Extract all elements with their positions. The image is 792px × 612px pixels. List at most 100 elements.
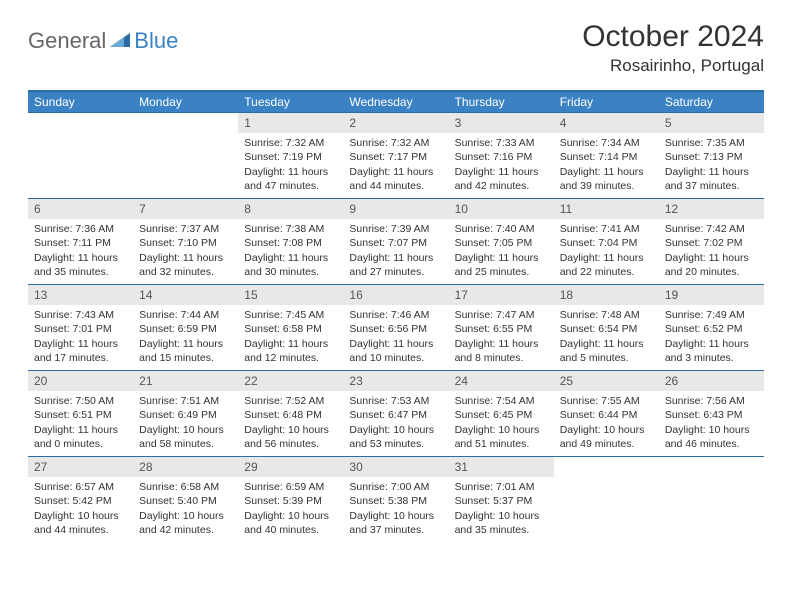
daylight-text: Daylight: 11 hours and 15 minutes. [139, 337, 232, 365]
day-number: 24 [449, 371, 554, 391]
logo-text-general: General [28, 28, 106, 54]
sunset-text: Sunset: 7:05 PM [455, 236, 548, 250]
sunset-text: Sunset: 7:07 PM [349, 236, 442, 250]
sunset-text: Sunset: 6:43 PM [665, 408, 758, 422]
day-content: Sunrise: 7:37 AMSunset: 7:10 PMDaylight:… [133, 219, 238, 283]
calendar-row: 1Sunrise: 7:32 AMSunset: 7:19 PMDaylight… [28, 113, 764, 199]
day-content: Sunrise: 7:48 AMSunset: 6:54 PMDaylight:… [554, 305, 659, 369]
sunrise-text: Sunrise: 7:32 AM [349, 136, 442, 150]
daylight-text: Daylight: 11 hours and 5 minutes. [560, 337, 653, 365]
daylight-text: Daylight: 10 hours and 44 minutes. [34, 509, 127, 537]
day-content: Sunrise: 7:32 AMSunset: 7:19 PMDaylight:… [238, 133, 343, 197]
day-number: 10 [449, 199, 554, 219]
calendar-cell: 1Sunrise: 7:32 AMSunset: 7:19 PMDaylight… [238, 113, 343, 199]
sunrise-text: Sunrise: 6:57 AM [34, 480, 127, 494]
day-content: Sunrise: 6:57 AMSunset: 5:42 PMDaylight:… [28, 477, 133, 541]
weekday-header: Monday [133, 91, 238, 113]
daylight-text: Daylight: 10 hours and 40 minutes. [244, 509, 337, 537]
day-content: Sunrise: 7:49 AMSunset: 6:52 PMDaylight:… [659, 305, 764, 369]
day-content: Sunrise: 7:01 AMSunset: 5:37 PMDaylight:… [449, 477, 554, 541]
day-number: 20 [28, 371, 133, 391]
weekday-header: Tuesday [238, 91, 343, 113]
day-number: 8 [238, 199, 343, 219]
daylight-text: Daylight: 11 hours and 20 minutes. [665, 251, 758, 279]
day-number: 3 [449, 113, 554, 133]
sunrise-text: Sunrise: 7:44 AM [139, 308, 232, 322]
sunrise-text: Sunrise: 7:37 AM [139, 222, 232, 236]
sunset-text: Sunset: 7:01 PM [34, 322, 127, 336]
day-number: 15 [238, 285, 343, 305]
location: Rosairinho, Portugal [582, 56, 764, 76]
sunset-text: Sunset: 7:13 PM [665, 150, 758, 164]
day-number: 17 [449, 285, 554, 305]
sunrise-text: Sunrise: 7:52 AM [244, 394, 337, 408]
day-content: Sunrise: 7:47 AMSunset: 6:55 PMDaylight:… [449, 305, 554, 369]
day-number: 23 [343, 371, 448, 391]
sunset-text: Sunset: 6:48 PM [244, 408, 337, 422]
sunset-text: Sunset: 6:51 PM [34, 408, 127, 422]
calendar-cell: 9Sunrise: 7:39 AMSunset: 7:07 PMDaylight… [343, 199, 448, 285]
sunset-text: Sunset: 5:39 PM [244, 494, 337, 508]
calendar-cell: 31Sunrise: 7:01 AMSunset: 5:37 PMDayligh… [449, 457, 554, 543]
calendar-cell: 18Sunrise: 7:48 AMSunset: 6:54 PMDayligh… [554, 285, 659, 371]
calendar-cell: 15Sunrise: 7:45 AMSunset: 6:58 PMDayligh… [238, 285, 343, 371]
sunset-text: Sunset: 7:17 PM [349, 150, 442, 164]
day-content: Sunrise: 7:42 AMSunset: 7:02 PMDaylight:… [659, 219, 764, 283]
day-number: 1 [238, 113, 343, 133]
day-number: 25 [554, 371, 659, 391]
calendar-cell: 11Sunrise: 7:41 AMSunset: 7:04 PMDayligh… [554, 199, 659, 285]
day-content: Sunrise: 7:52 AMSunset: 6:48 PMDaylight:… [238, 391, 343, 455]
daylight-text: Daylight: 10 hours and 56 minutes. [244, 423, 337, 451]
sunrise-text: Sunrise: 7:54 AM [455, 394, 548, 408]
calendar-row: 6Sunrise: 7:36 AMSunset: 7:11 PMDaylight… [28, 199, 764, 285]
daylight-text: Daylight: 11 hours and 25 minutes. [455, 251, 548, 279]
day-number: 30 [343, 457, 448, 477]
sunrise-text: Sunrise: 7:39 AM [349, 222, 442, 236]
calendar-table: SundayMondayTuesdayWednesdayThursdayFrid… [28, 90, 764, 543]
day-number: 14 [133, 285, 238, 305]
calendar-body: 1Sunrise: 7:32 AMSunset: 7:19 PMDaylight… [28, 113, 764, 543]
weekday-header-row: SundayMondayTuesdayWednesdayThursdayFrid… [28, 91, 764, 113]
day-number: 21 [133, 371, 238, 391]
daylight-text: Daylight: 10 hours and 37 minutes. [349, 509, 442, 537]
calendar-cell: 12Sunrise: 7:42 AMSunset: 7:02 PMDayligh… [659, 199, 764, 285]
day-content: Sunrise: 7:51 AMSunset: 6:49 PMDaylight:… [133, 391, 238, 455]
sunrise-text: Sunrise: 7:40 AM [455, 222, 548, 236]
day-number: 7 [133, 199, 238, 219]
sunrise-text: Sunrise: 7:46 AM [349, 308, 442, 322]
day-number: 6 [28, 199, 133, 219]
daylight-text: Daylight: 11 hours and 0 minutes. [34, 423, 127, 451]
sunrise-text: Sunrise: 7:32 AM [244, 136, 337, 150]
calendar-cell: 7Sunrise: 7:37 AMSunset: 7:10 PMDaylight… [133, 199, 238, 285]
title-block: October 2024 Rosairinho, Portugal [582, 20, 764, 76]
calendar-cell: 3Sunrise: 7:33 AMSunset: 7:16 PMDaylight… [449, 113, 554, 199]
sunrise-text: Sunrise: 7:01 AM [455, 480, 548, 494]
calendar-cell: 26Sunrise: 7:56 AMSunset: 6:43 PMDayligh… [659, 371, 764, 457]
logo: General Blue [28, 20, 178, 54]
sunset-text: Sunset: 7:10 PM [139, 236, 232, 250]
day-number: 22 [238, 371, 343, 391]
sunrise-text: Sunrise: 7:35 AM [665, 136, 758, 150]
sunrise-text: Sunrise: 7:51 AM [139, 394, 232, 408]
day-content: Sunrise: 7:44 AMSunset: 6:59 PMDaylight:… [133, 305, 238, 369]
calendar-cell: 5Sunrise: 7:35 AMSunset: 7:13 PMDaylight… [659, 113, 764, 199]
calendar-cell: 2Sunrise: 7:32 AMSunset: 7:17 PMDaylight… [343, 113, 448, 199]
calendar-cell: 30Sunrise: 7:00 AMSunset: 5:38 PMDayligh… [343, 457, 448, 543]
calendar-cell [554, 457, 659, 543]
calendar-cell: 14Sunrise: 7:44 AMSunset: 6:59 PMDayligh… [133, 285, 238, 371]
daylight-text: Daylight: 11 hours and 35 minutes. [34, 251, 127, 279]
day-number: 19 [659, 285, 764, 305]
calendar-cell: 19Sunrise: 7:49 AMSunset: 6:52 PMDayligh… [659, 285, 764, 371]
sunset-text: Sunset: 5:40 PM [139, 494, 232, 508]
daylight-text: Daylight: 11 hours and 39 minutes. [560, 165, 653, 193]
sunset-text: Sunset: 5:37 PM [455, 494, 548, 508]
daylight-text: Daylight: 10 hours and 49 minutes. [560, 423, 653, 451]
day-content: Sunrise: 7:35 AMSunset: 7:13 PMDaylight:… [659, 133, 764, 197]
calendar-cell: 28Sunrise: 6:58 AMSunset: 5:40 PMDayligh… [133, 457, 238, 543]
day-content: Sunrise: 7:54 AMSunset: 6:45 PMDaylight:… [449, 391, 554, 455]
calendar-cell [659, 457, 764, 543]
day-content: Sunrise: 7:00 AMSunset: 5:38 PMDaylight:… [343, 477, 448, 541]
day-content: Sunrise: 7:32 AMSunset: 7:17 PMDaylight:… [343, 133, 448, 197]
sunrise-text: Sunrise: 7:56 AM [665, 394, 758, 408]
sunset-text: Sunset: 5:42 PM [34, 494, 127, 508]
